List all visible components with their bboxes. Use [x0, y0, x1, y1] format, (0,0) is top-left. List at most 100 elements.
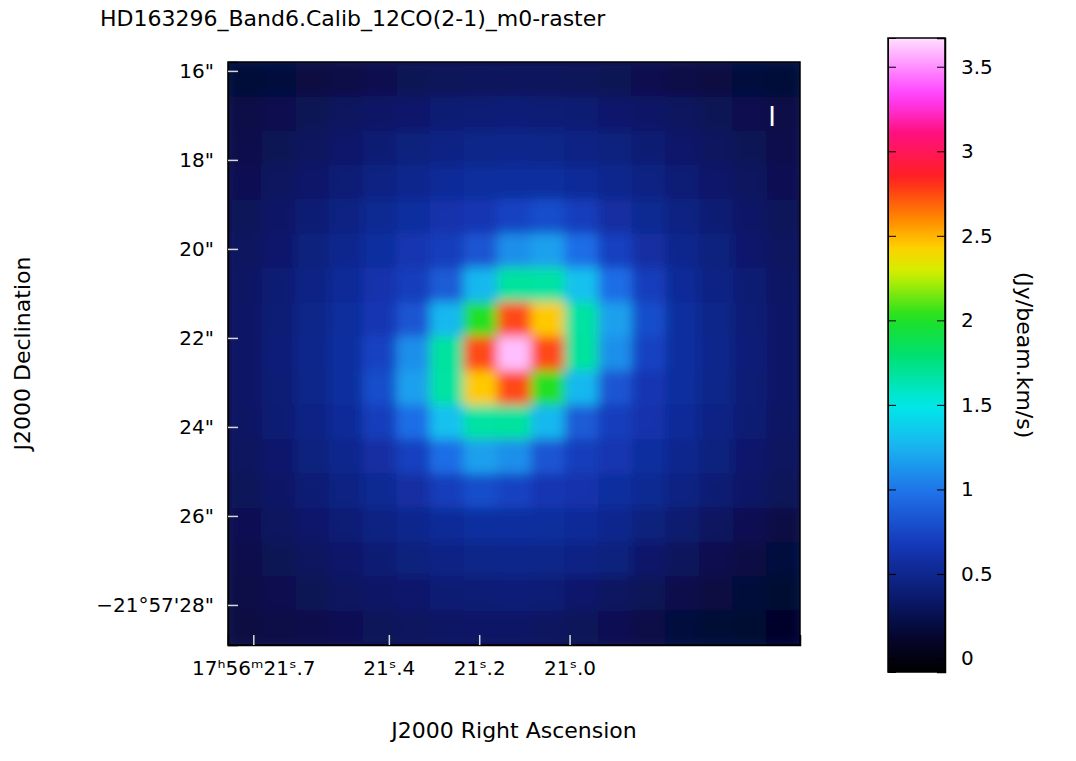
heatmap-cell [396, 233, 430, 268]
heatmap-cell [564, 233, 598, 268]
heatmap-cell [396, 96, 430, 131]
heatmap-cell [396, 199, 430, 234]
heatmap-cell [598, 576, 632, 611]
y-tick-mark [228, 249, 238, 251]
heatmap-cell [497, 474, 531, 509]
heatmap-cell [564, 611, 598, 645]
heatmap-cell [228, 268, 262, 303]
heatmap-cell [464, 233, 498, 268]
heatmap-cell [632, 611, 666, 645]
heatmap-cell [363, 439, 397, 474]
heatmap-cell [598, 439, 632, 474]
heatmap-cell [295, 165, 329, 200]
colorbar-tick: 3.5 [937, 55, 993, 79]
heatmap-cell [262, 96, 296, 131]
colorbar-tick-mark [937, 320, 945, 321]
y-tick: 26" [179, 504, 238, 528]
heatmap-cell [766, 199, 800, 234]
heatmap-cell [396, 268, 430, 303]
colorbar-tick-label: 1 [961, 477, 974, 501]
colorbar-tick [888, 405, 896, 406]
heatmap-cell [632, 62, 666, 97]
heatmap-cell [733, 268, 767, 303]
heatmap-cell [295, 302, 329, 337]
x-tick-label: 21ˢ.2 [454, 656, 506, 680]
y-tick-label: −21°57'28" [96, 593, 214, 617]
y-tick-label: 22" [179, 326, 214, 350]
heatmap-cell [564, 165, 598, 200]
colorbar-tick-mark [888, 489, 896, 490]
heatmap-cell [632, 508, 666, 543]
heatmap-cell [295, 199, 329, 234]
colorbar-tick [888, 489, 896, 490]
heatmap-cell [531, 96, 565, 131]
heatmap-cell [464, 165, 498, 200]
colorbar-tick [888, 320, 896, 321]
heatmap-cell [262, 62, 296, 97]
colorbar-tick-mark [888, 574, 896, 575]
heatmap-cell [497, 508, 531, 543]
heatmap-cell [733, 474, 767, 509]
heatmap-cell [766, 131, 800, 166]
heatmap-cell [430, 233, 464, 268]
heatmap-cells [228, 62, 800, 645]
heatmap-cell [766, 62, 800, 97]
x-tick-mark [389, 635, 391, 645]
heatmap-cell [262, 302, 296, 337]
heatmap-cell [430, 371, 464, 406]
heatmap-cell [363, 508, 397, 543]
heatmap-cell [430, 268, 464, 303]
heatmap-cell [363, 336, 397, 371]
heatmap-cell [363, 131, 397, 166]
x-tick-label: 21ˢ.0 [544, 656, 596, 680]
colorbar-tick-mark [937, 574, 945, 575]
heatmap-cell [733, 371, 767, 406]
heatmap-cell [531, 371, 565, 406]
heatmap-cell [699, 131, 733, 166]
heatmap-cell [598, 371, 632, 406]
heatmap-cell [295, 131, 329, 166]
heatmap-cell [699, 371, 733, 406]
colorbar-left-line [889, 39, 897, 673]
heatmap-cell [329, 233, 363, 268]
heatmap-cell [295, 96, 329, 131]
heatmap-cell [329, 405, 363, 440]
colorbar-tick-label: 3.5 [961, 55, 993, 79]
heatmap-cell [632, 96, 666, 131]
heatmap-cell [733, 302, 767, 337]
heatmap-cell [699, 439, 733, 474]
heatmap-cell [699, 508, 733, 543]
heatmap-cell [295, 268, 329, 303]
colorbar-tick-label: 0.5 [961, 562, 993, 586]
heatmap-cell [262, 199, 296, 234]
heatmap-cell [733, 165, 767, 200]
heatmap-cell [699, 62, 733, 97]
colorbar-axis: 00.511.522.533.5 [937, 39, 993, 673]
heatmap-cell [464, 96, 498, 131]
heatmap-cell [295, 474, 329, 509]
heatmap-cell [564, 542, 598, 577]
heatmap-cell [329, 336, 363, 371]
heatmap-cell [598, 268, 632, 303]
y-tick: 16" [179, 59, 238, 83]
colorbar-tick-label: 0 [961, 646, 974, 670]
heatmap-cell [228, 474, 262, 509]
heatmap-cell [464, 439, 498, 474]
heatmap-cell [262, 542, 296, 577]
heatmap-cell [228, 131, 262, 166]
heatmap-cell [632, 233, 666, 268]
heatmap-cell [430, 405, 464, 440]
heatmap-cell [396, 131, 430, 166]
heatmap-cell [665, 576, 699, 611]
heatmap-cell [228, 165, 262, 200]
heatmap-cell [665, 302, 699, 337]
heatmap-cell [531, 199, 565, 234]
heatmap-cell [295, 542, 329, 577]
heatmap-cell [363, 165, 397, 200]
plot-frame [228, 62, 800, 645]
y-tick: 24" [179, 415, 238, 439]
heatmap-cell [329, 474, 363, 509]
heatmap-cell [363, 96, 397, 131]
heatmap-cell [632, 302, 666, 337]
heatmap-cell [262, 165, 296, 200]
